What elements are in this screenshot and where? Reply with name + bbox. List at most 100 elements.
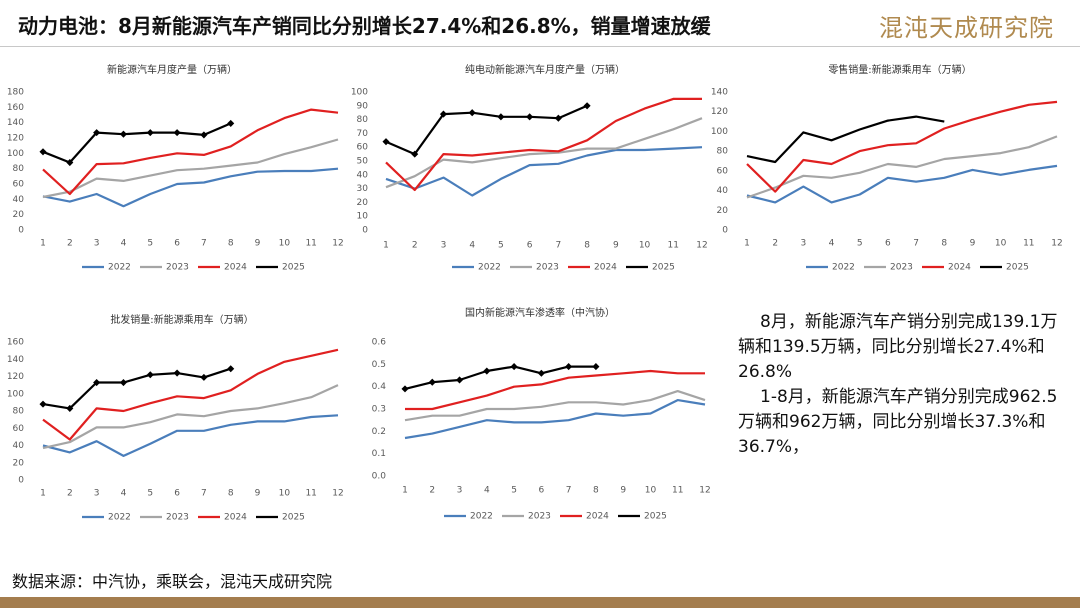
point-marker (401, 385, 409, 393)
x-tick-label: 1 (40, 489, 46, 499)
y-tick-label: 50 (357, 157, 369, 167)
series-line (42, 367, 232, 410)
legend-label: 2023 (166, 513, 189, 523)
y-tick-label: 100 (711, 127, 728, 137)
x-tick-label: 1 (402, 486, 408, 496)
x-tick-label: 10 (645, 486, 657, 496)
series-line (385, 97, 702, 192)
x-tick-label: 7 (555, 241, 561, 251)
legend-label: 2022 (470, 512, 493, 522)
point-marker (411, 150, 419, 158)
point-marker (173, 369, 181, 377)
y-tick-label: 60 (13, 180, 25, 190)
y-tick-label: 20 (13, 210, 25, 220)
x-tick-label: 11 (1023, 239, 1034, 249)
y-tick-label: 10 (357, 212, 369, 222)
legend-label: 2024 (224, 513, 247, 523)
y-tick-label: 80 (717, 147, 729, 157)
y-tick-label: 0 (362, 226, 368, 236)
y-tick-label: 90 (357, 101, 369, 111)
y-tick-label: 0 (18, 226, 24, 236)
x-tick-label: 10 (995, 239, 1007, 249)
x-tick-label: 7 (201, 239, 207, 249)
x-tick-label: 9 (620, 486, 626, 496)
series-line (405, 369, 705, 411)
x-tick-label: 4 (121, 489, 127, 499)
chart-title: 国内新能源汽车渗透率（中汽协） (465, 306, 615, 319)
source: 数据来源：中汽协，乘联会，混沌天成研究院 (12, 572, 333, 591)
legend-label: 2023 (536, 263, 559, 273)
x-tick-label: 4 (829, 239, 835, 249)
legend-label: 2024 (594, 263, 617, 273)
point-marker (468, 109, 476, 117)
x-tick-label: 9 (613, 241, 619, 251)
y-tick-label: 0.0 (372, 472, 387, 482)
y-tick-label: 140 (7, 355, 24, 365)
point-marker (200, 373, 208, 381)
y-tick-label: 60 (357, 143, 369, 153)
point-marker (565, 363, 573, 371)
y-tick-label: 0.6 (372, 338, 387, 348)
x-tick-label: 11 (305, 489, 316, 499)
x-tick-label: 7 (201, 489, 207, 499)
series-line (385, 146, 703, 197)
x-tick-label: 3 (457, 486, 463, 496)
series-line (746, 135, 1058, 199)
x-tick-label: 1 (40, 239, 46, 249)
legend-label: 2024 (224, 263, 247, 273)
x-tick-label: 4 (484, 486, 490, 496)
x-tick-label: 10 (639, 241, 651, 251)
x-tick-label: 4 (121, 239, 127, 249)
legend-label: 2025 (1006, 263, 1029, 273)
legend-label: 2023 (528, 512, 551, 522)
footer-bar (0, 597, 1080, 608)
x-tick-label: 5 (147, 239, 153, 249)
x-tick-label: 9 (255, 489, 261, 499)
y-tick-label: 20 (357, 198, 369, 208)
y-tick-label: 0 (18, 476, 24, 486)
x-tick-label: 12 (332, 489, 343, 499)
x-tick-label: 3 (441, 241, 447, 251)
point-marker (428, 378, 436, 386)
point-marker (382, 138, 390, 146)
point-marker (93, 379, 101, 387)
legend-label: 2025 (282, 513, 305, 523)
series-line (404, 365, 596, 390)
y-tick-label: 40 (717, 186, 729, 196)
legend-label: 2024 (948, 263, 971, 273)
x-tick-label: 6 (174, 239, 180, 249)
x-tick-label: 2 (429, 486, 435, 496)
point-marker (537, 369, 545, 377)
point-marker (119, 130, 127, 138)
legend-label: 2022 (478, 263, 501, 273)
point-marker (583, 102, 591, 110)
series-line (404, 399, 706, 440)
header-rule (0, 46, 1080, 47)
y-tick-label: 140 (711, 88, 728, 98)
x-tick-label: 8 (228, 489, 234, 499)
series-line (42, 348, 339, 441)
point-marker (39, 148, 47, 156)
notes: 8月，新能源汽车产销分别完成139.1万辆和139.5万辆，同比分别增长27.4… (738, 310, 1068, 460)
x-tick-label: 11 (305, 239, 316, 249)
x-tick-label: 2 (772, 239, 778, 249)
y-tick-label: 20 (717, 206, 729, 216)
x-tick-label: 6 (174, 489, 180, 499)
x-tick-label: 10 (279, 239, 291, 249)
point-marker (227, 119, 235, 127)
y-tick-label: 180 (7, 88, 24, 98)
point-marker (483, 367, 491, 375)
point-marker (526, 113, 534, 121)
legend-label: 2022 (832, 263, 855, 273)
legend-label: 2025 (644, 512, 667, 522)
y-tick-label: 60 (717, 166, 729, 176)
point-marker (200, 131, 208, 139)
x-tick-label: 5 (498, 241, 504, 251)
y-tick-label: 120 (7, 372, 24, 382)
point-marker (227, 365, 235, 373)
point-marker (554, 114, 562, 122)
x-tick-label: 1 (383, 241, 389, 251)
series-line (42, 167, 339, 208)
